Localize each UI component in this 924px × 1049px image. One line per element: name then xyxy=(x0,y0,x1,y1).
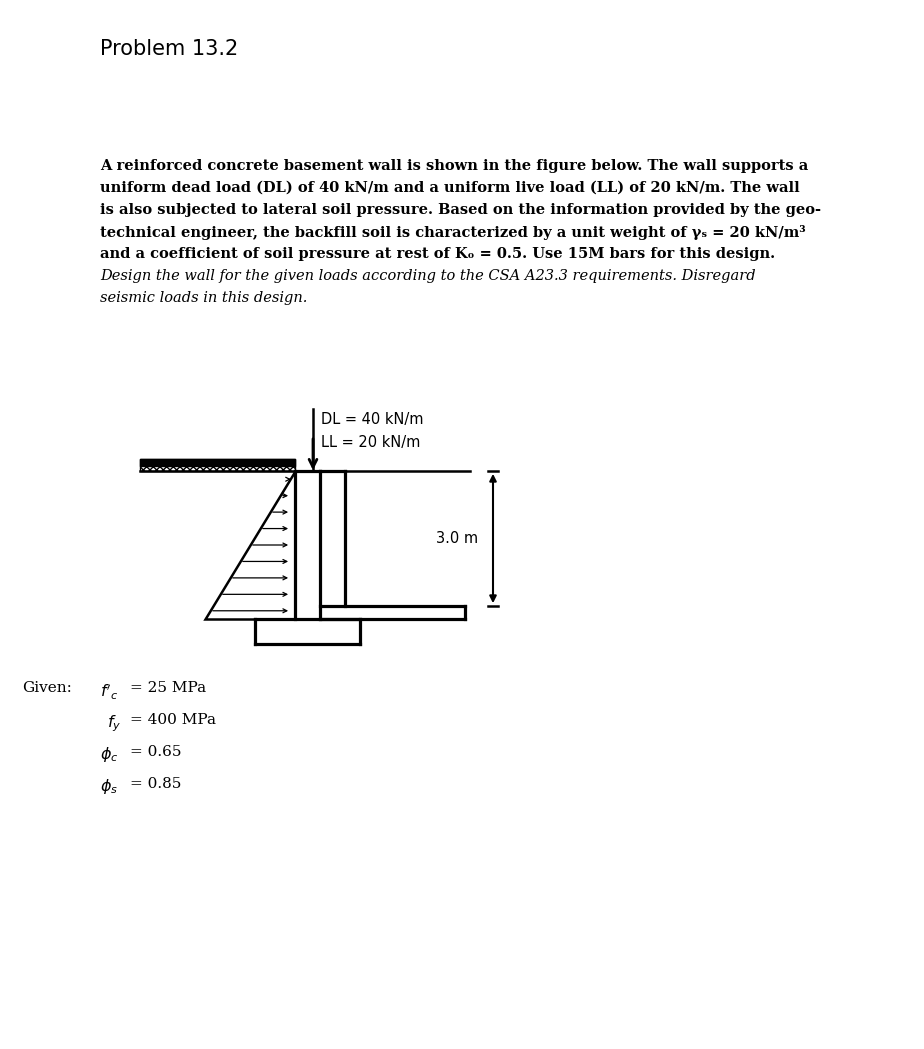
Text: Design the wall for the given loads according to the CSA A23.3 requirements. Dis: Design the wall for the given loads acco… xyxy=(100,269,756,283)
Text: seismic loads in this design.: seismic loads in this design. xyxy=(100,291,308,305)
Text: = 0.65: = 0.65 xyxy=(130,745,181,759)
Text: and a coefficient of soil pressure at rest of Kₒ = 0.5. Use 15M bars for this de: and a coefficient of soil pressure at re… xyxy=(100,247,775,261)
Text: $f_y$: $f_y$ xyxy=(107,713,121,733)
FancyBboxPatch shape xyxy=(140,459,295,471)
Text: A reinforced concrete basement wall is shown in the figure below. The wall suppo: A reinforced concrete basement wall is s… xyxy=(100,159,808,173)
Text: = 400 MPa: = 400 MPa xyxy=(130,713,216,727)
Text: LL = 20 kN/m: LL = 20 kN/m xyxy=(321,435,420,450)
Polygon shape xyxy=(205,471,295,619)
Text: Given:: Given: xyxy=(22,681,72,695)
Text: technical engineer, the backfill soil is characterized by a unit weight of γₛ = : technical engineer, the backfill soil is… xyxy=(100,224,806,240)
Text: = 0.85: = 0.85 xyxy=(130,777,181,791)
Text: 3.0 m: 3.0 m xyxy=(436,531,478,545)
Text: = 25 MPa: = 25 MPa xyxy=(130,681,206,695)
Text: $\phi_s$: $\phi_s$ xyxy=(100,777,118,796)
Text: $\phi_c$: $\phi_c$ xyxy=(100,745,118,764)
Text: Problem 13.2: Problem 13.2 xyxy=(100,39,238,59)
Text: uniform dead load (DL) of 40 kN/m and a uniform live load (LL) of 20 kN/m. The w: uniform dead load (DL) of 40 kN/m and a … xyxy=(100,181,800,195)
Text: is also subjected to lateral soil pressure. Based on the information provided by: is also subjected to lateral soil pressu… xyxy=(100,204,821,217)
Text: DL = 40 kN/m: DL = 40 kN/m xyxy=(321,412,423,427)
Text: $f'_c$: $f'_c$ xyxy=(100,681,118,701)
